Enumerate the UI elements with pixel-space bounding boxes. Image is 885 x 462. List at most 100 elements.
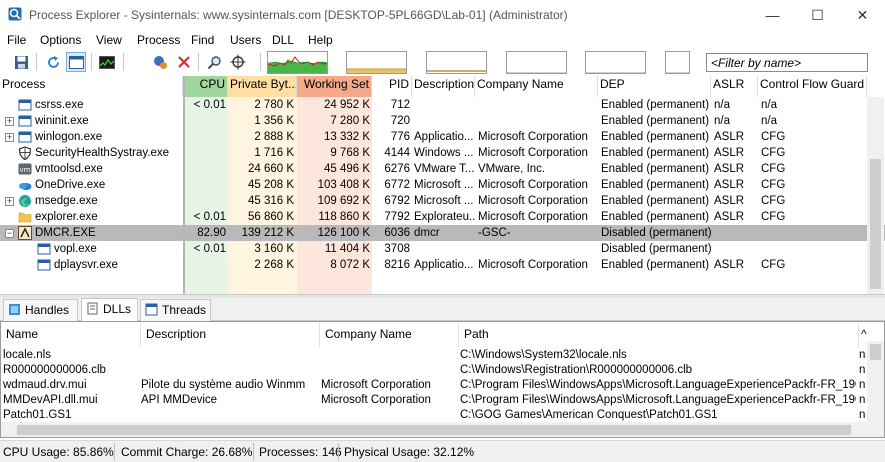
save-icon xyxy=(14,55,28,69)
process-dep: Disabled (permanent) xyxy=(601,243,711,255)
menu-view[interactable]: View xyxy=(96,33,122,47)
column-header-aslr[interactable]: ASLR xyxy=(711,76,758,97)
menu-process[interactable]: Process xyxy=(137,33,181,47)
column-header-cpu[interactable]: CPU xyxy=(185,76,228,97)
dll-row[interactable]: wdmaud.drv.mui Pilote du système audio Wi… xyxy=(1,378,865,393)
tree-separator[interactable] xyxy=(183,76,185,294)
process-row[interactable]: + winlogon.exe 2 888 K 13 332 K 776 Applicati… xyxy=(0,129,885,145)
menu-bar: File Options View Process Find Users DLL… xyxy=(0,30,885,50)
filter-input[interactable]: <Filter by name> xyxy=(706,53,868,72)
column-header-company-name[interactable]: Company Name xyxy=(475,76,598,97)
scrollbar-thumb[interactable] xyxy=(870,159,881,289)
tree-expander[interactable]: + xyxy=(5,132,14,142)
commit-charge-graph-plot xyxy=(347,68,406,73)
menu-file[interactable]: File xyxy=(7,33,27,47)
system-info-button[interactable] xyxy=(66,52,86,72)
disk-graph[interactable] xyxy=(585,51,646,74)
menu-options[interactable]: Options xyxy=(40,33,82,47)
process-row[interactable]: explorer.exe < 0.01 56 860 K 118 860 K 7792 E… xyxy=(0,209,885,225)
cpu-usage-graph[interactable] xyxy=(267,51,328,74)
scrollbar-thumb[interactable] xyxy=(17,425,851,435)
process-row[interactable]: − DMCR.EXE 82.90 139 212 K 126 100 K 6036 dmcr… xyxy=(0,225,885,241)
network-graph[interactable] xyxy=(506,51,567,74)
dlls-icon xyxy=(87,302,98,315)
tab-handles[interactable]: Handles xyxy=(3,299,78,321)
column-header-description[interactable]: Description xyxy=(412,76,475,97)
process-description: Applicatio... xyxy=(414,259,474,271)
process-row[interactable]: + wininit.exe 1 356 K 7 280 K 720 Enabled (pe… xyxy=(0,113,885,129)
toolbar-separator xyxy=(260,53,261,71)
io-graph[interactable] xyxy=(426,51,487,74)
process-aslr xyxy=(714,241,758,257)
column-header-private-bytes[interactable]: Private Byt... xyxy=(228,76,297,97)
dll-row[interactable]: R000000000006.clb C:\Windows\Registration… xyxy=(1,363,865,378)
tree-expander[interactable]: + xyxy=(5,196,14,206)
save-button[interactable] xyxy=(11,52,31,72)
tab-dlls[interactable]: DLLs xyxy=(81,298,138,321)
dll-name: Patch01.GS1 xyxy=(3,409,72,421)
tree-expander[interactable]: − xyxy=(5,228,14,238)
dll-path: C:\GOG Games\American Conquest\Patch01.G… xyxy=(460,409,718,421)
dmcr-icon xyxy=(18,226,32,240)
process-company: Microsoft Corporation xyxy=(478,259,588,271)
process-dep: Enabled (permanent) xyxy=(601,259,710,271)
column-header-control-flow-guard[interactable]: Control Flow Guard xyxy=(758,76,867,97)
menu-help[interactable]: Help xyxy=(308,33,333,47)
process-description: dmcr xyxy=(414,227,440,239)
column-header-pid[interactable]: PID xyxy=(372,76,412,97)
process-dep: Enabled (permanent) xyxy=(601,195,710,207)
dll-row[interactable]: MMDevAPI.dll.mui API MMDevice Microsoft Co… xyxy=(1,393,865,408)
column-header-overflow[interactable]: ^ xyxy=(861,327,867,341)
process-private-bytes: 2 780 K xyxy=(254,99,294,111)
kill-button[interactable] xyxy=(174,52,194,72)
process-row[interactable]: vopl.exe < 0.01 3 160 K 11 404 K 3708 Disable… xyxy=(0,241,885,257)
column-header-dll-path[interactable]: Path xyxy=(459,322,859,347)
menu-dll[interactable]: DLL xyxy=(272,33,295,47)
process-row[interactable]: vm vmtoolsd.exe 24 660 K 45 496 K 6276 VMware… xyxy=(0,161,885,177)
process-pid: 6792 xyxy=(384,195,410,207)
dll-row[interactable]: Patch01.GS1 C:\GOG Games\American Conques… xyxy=(1,408,865,423)
column-header-dep[interactable]: DEP xyxy=(598,76,711,97)
cpu-graph-button[interactable] xyxy=(97,52,117,72)
commit-charge-graph[interactable] xyxy=(346,51,407,74)
process-cpu xyxy=(185,161,226,177)
find-button[interactable] xyxy=(204,52,224,72)
dll-company xyxy=(321,348,458,363)
scrollbar-thumb[interactable] xyxy=(870,344,881,360)
column-header-process[interactable]: Process xyxy=(0,76,183,97)
minimize-button[interactable]: — xyxy=(765,7,780,23)
column-header-dll-name[interactable]: Name xyxy=(1,322,141,347)
process-description: Microsoft ... xyxy=(414,195,474,207)
dll-row[interactable]: locale.nls C:\Windows\System32\locale.nls… xyxy=(1,348,865,363)
process-cpu: < 0.01 xyxy=(193,243,226,255)
target-button[interactable] xyxy=(228,52,248,72)
dll-vertical-scrollbar[interactable] xyxy=(867,341,884,437)
process-row[interactable]: + msedge.exe 45 316 K 109 692 K 6792 Microsof… xyxy=(0,193,885,209)
cpu-column-shading xyxy=(185,97,228,294)
process-cfg xyxy=(761,241,865,257)
properties-button[interactable] xyxy=(150,52,170,72)
process-private-bytes: 45 208 K xyxy=(247,179,294,191)
menu-users[interactable]: Users xyxy=(230,33,262,47)
tab-threads[interactable]: Threads xyxy=(140,299,211,321)
status-bar: CPU Usage: 85.86% Commit Charge: 26.68% … xyxy=(0,440,885,462)
tree-expander[interactable]: + xyxy=(5,116,14,126)
disk-graph-plot xyxy=(586,72,645,73)
pane-splitter[interactable] xyxy=(0,294,885,298)
process-row[interactable]: csrss.exe < 0.01 2 780 K 24 952 K 712 Enabled… xyxy=(0,97,885,113)
dll-horizontal-scrollbar[interactable] xyxy=(1,422,867,437)
column-header-dll-company[interactable]: Company Name xyxy=(320,322,459,347)
column-header-working-set[interactable]: Working Set xyxy=(297,76,372,97)
process-description xyxy=(414,97,475,113)
process-row[interactable]: dplaysvr.exe 2 268 K 8 072 K 8216 Applicatio… xyxy=(0,257,885,273)
maximize-button[interactable]: ☐ xyxy=(811,6,824,23)
refresh-icon xyxy=(47,55,59,68)
process-row[interactable]: SecurityHealthSystray.exe 1 716 K 9 768 K 4… xyxy=(0,145,885,161)
menu-find[interactable]: Find xyxy=(191,33,215,47)
close-button[interactable]: ✕ xyxy=(856,6,869,23)
process-vertical-scrollbar[interactable] xyxy=(867,97,884,294)
refresh-button[interactable] xyxy=(43,52,63,72)
gpu-graph[interactable] xyxy=(665,51,690,74)
process-row[interactable]: OneDrive.exe 45 208 K 103 408 K 6772 Microso… xyxy=(0,177,885,193)
column-header-dll-description[interactable]: Description xyxy=(141,322,320,347)
